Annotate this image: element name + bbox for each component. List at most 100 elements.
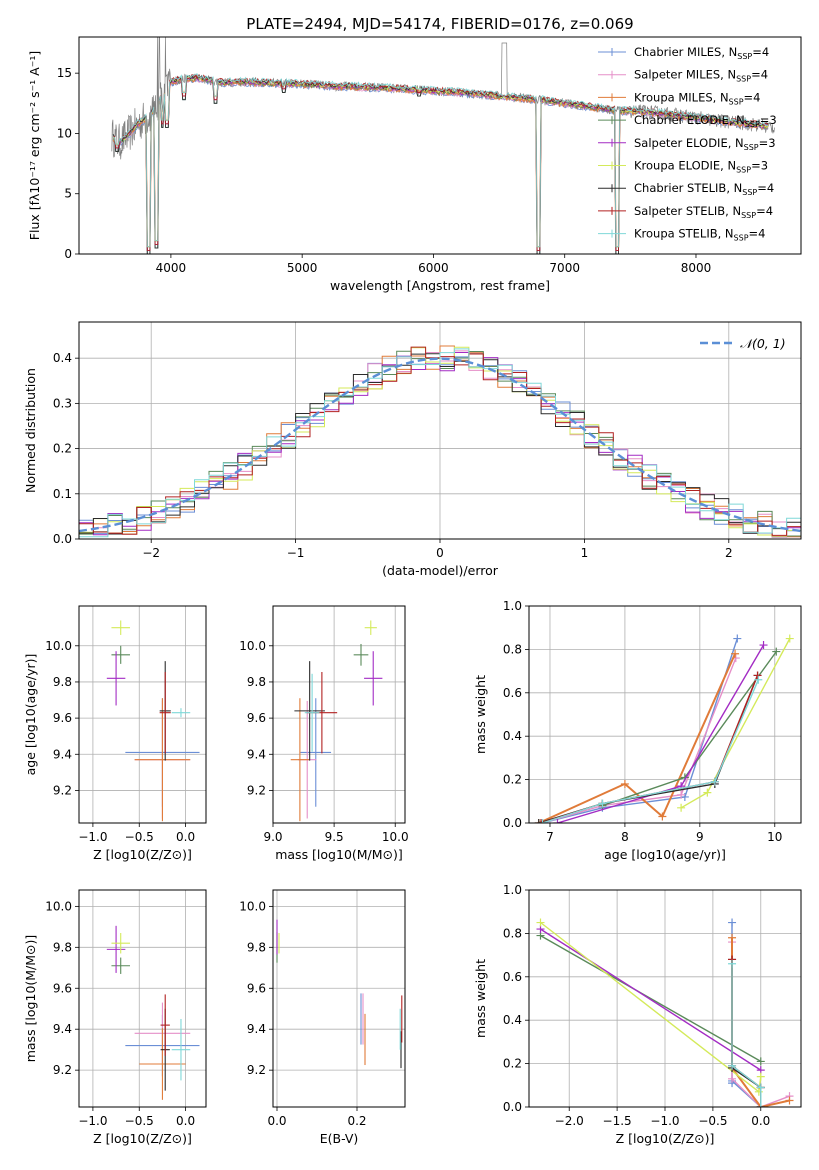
axes-frame — [272, 605, 406, 824]
y-axis-label: mass weight — [473, 675, 488, 754]
series-marker-kroupa_miles — [728, 933, 737, 942]
series-marker-kroupa_stelib — [754, 675, 763, 684]
plot-area-ebv_vs_mass — [273, 890, 405, 1107]
errorbar-chabrier_elodie — [353, 643, 369, 666]
y-tick-label: 9.4 — [53, 1022, 72, 1036]
legend-label-kroupa_miles: Kroupa MILES, NSSP=4 — [634, 90, 760, 106]
x-tick-label: −0.5 — [125, 1114, 154, 1128]
x-axis-label: Z [log10(Z/Z⊙)] — [93, 847, 192, 862]
legend-label-kroupa_elodie: Kroupa ELODIE, NSSP=3 — [634, 159, 768, 175]
series-marker-chabrier_miles — [733, 634, 742, 643]
panel-z_vs_age: −1.0 −0.5 0.0 9.2 9.4 9.6 9.8 10.0 Z [log10(Z/Z⊙… — [23, 605, 207, 862]
series-marker-kroupa_elodie — [703, 788, 712, 797]
spectrum-legend: Chabrier MILES, NSSP=4 Salpeter MILES, NS… — [598, 45, 777, 243]
y-tick-label: 0.8 — [503, 926, 522, 940]
panel-ebv_vs_mass: 0.0 0.2 9.2 9.4 9.6 9.8 10.0 E(B-V) — [239, 889, 406, 1146]
series-marker-kroupa_elodie — [785, 634, 794, 643]
legend-label-kroupa_stelib: Kroupa STELIB, NSSP=4 — [634, 227, 765, 243]
y-tick-label: 9.4 — [247, 1022, 266, 1036]
y-tick-label: 0.4 — [53, 351, 72, 365]
axes-frame — [528, 605, 802, 824]
series-marker-kroupa_miles — [658, 812, 667, 821]
errorbar-salpeter_elodie — [106, 651, 126, 706]
errorbar-chabrier_stelib — [294, 661, 325, 761]
errorbar-kroupa_miles — [139, 1028, 186, 1100]
y-tick-label: 9.2 — [53, 783, 72, 797]
series-line-salpeter_miles — [542, 657, 737, 823]
y-tick-label: 9.2 — [247, 1063, 266, 1077]
series-line-salpeter_elodie — [540, 928, 762, 1071]
series-marker-kroupa_stelib — [538, 819, 547, 823]
y-tick-label: 0.1 — [53, 487, 72, 501]
x-tick-label: 0 — [436, 546, 444, 560]
errorbar-chabrier_elodie — [111, 957, 130, 974]
figure-title: PLATE=2494, MJD=54174, FIBERID=0176, z=0… — [246, 15, 633, 33]
y-tick-label: 5 — [64, 187, 72, 201]
y-tick-label: 0.6 — [503, 686, 522, 700]
series-line-chabrier_elodie — [540, 934, 762, 1063]
y-tick-label: 9.4 — [247, 747, 266, 761]
series-marker-salpeter_elodie — [553, 819, 562, 823]
y-tick-label: 0 — [64, 247, 72, 261]
x-tick-label: −1.0 — [650, 1114, 679, 1128]
x-tick-label: 0.0 — [267, 1114, 286, 1128]
legend-label-chabrier_miles: Chabrier MILES, NSSP=4 — [634, 45, 769, 61]
errorbar-salpeter_stelib — [160, 994, 170, 1056]
series-line-kroupa_stelib — [542, 679, 759, 823]
y-tick-label: 0.4 — [503, 729, 522, 743]
x-axis-label: Z [log10(Z/Z⊙)] — [93, 1131, 192, 1146]
y-tick-label: 0.0 — [503, 1100, 522, 1114]
series-marker-chabrier_elodie — [772, 647, 781, 656]
y-tick-label: 0.3 — [53, 396, 72, 410]
series-line-kroupa_elodie — [540, 921, 762, 1094]
panel-residuals: −2 −1 0 1 2 0.0 0.1 0.2 0.3 0.4 (data-model)/error… — [23, 321, 802, 578]
series-marker-chabrier_elodie — [756, 1057, 765, 1066]
plot-area-age_massweight — [529, 606, 801, 823]
x-axis-label: age [log10(age/yr)] — [604, 847, 726, 862]
series-marker-kroupa_stelib — [728, 1061, 737, 1070]
y-tick-label: 9.6 — [247, 981, 266, 995]
y-tick-label: 10.0 — [45, 639, 72, 653]
y-tick-label: 9.8 — [53, 940, 72, 954]
y-tick-label: 9.8 — [247, 675, 266, 689]
y-tick-label: 10 — [57, 126, 72, 140]
series-marker-kroupa_stelib — [710, 777, 719, 786]
series-line-salpeter_stelib — [540, 675, 759, 823]
axes-frame — [78, 36, 802, 255]
series-marker-kroupa_miles — [731, 649, 740, 658]
y-tick-label: 10.0 — [45, 899, 72, 913]
errorbar-kroupa_stelib — [171, 708, 191, 718]
y-tick-label: 9.2 — [247, 783, 266, 797]
errorbar-kroupa_elodie — [111, 620, 130, 635]
series-marker-salpeter_stelib — [753, 671, 762, 680]
plot-area-mass_vs_age — [273, 606, 405, 823]
series-marker-kroupa_stelib — [756, 1083, 765, 1092]
series-marker-kroupa_stelib — [598, 799, 607, 808]
x-axis-label: mass [log10(M/M⊙)] — [275, 847, 403, 862]
errorbar-kroupa_stelib — [171, 1018, 191, 1081]
series-marker-salpeter_elodie — [759, 641, 768, 650]
series-line-kroupa_stelib — [731, 963, 762, 1107]
y-axis-label: age [log10(age/yr)] — [23, 654, 38, 776]
series-marker-kroupa_miles — [785, 1096, 794, 1105]
x-tick-label: −0.5 — [698, 1114, 727, 1128]
x-tick-label: 5000 — [287, 261, 318, 275]
legend-label-chabrier_stelib: Chabrier STELIB, NSSP=4 — [634, 181, 774, 197]
y-tick-label: 0.4 — [503, 1013, 522, 1027]
x-tick-label: 0.0 — [176, 830, 195, 844]
y-tick-label: 9.6 — [247, 711, 266, 725]
y-tick-label: 9.6 — [53, 981, 72, 995]
y-tick-label: 0.2 — [53, 442, 72, 456]
series-line-salpeter_elodie — [557, 644, 765, 823]
x-tick-label: −1.5 — [603, 1114, 632, 1128]
plot-area-z_vs_mass — [79, 890, 206, 1107]
x-tick-label: −1 — [287, 546, 305, 560]
series-marker-kroupa_elodie — [756, 1072, 765, 1081]
legend-label-salpeter_miles: Salpeter MILES, NSSP=4 — [634, 68, 768, 84]
panel-z_massweight: −2.0 −1.5 −1.0 −0.5 0.0 0.0 0.2 0.4 0.6 0.8 1.0 Z [… — [473, 883, 802, 1146]
x-tick-label: 8 — [621, 830, 629, 844]
series-marker-kroupa_elodie — [536, 918, 545, 927]
series-marker-kroupa_miles — [620, 779, 629, 788]
y-tick-label: 0.0 — [503, 816, 522, 830]
